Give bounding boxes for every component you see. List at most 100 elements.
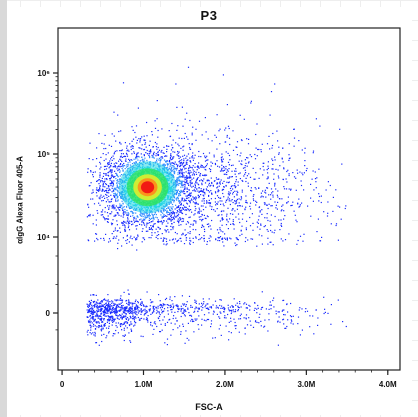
data-point — [163, 304, 165, 306]
data-point — [144, 218, 146, 220]
data-point — [198, 308, 200, 310]
data-point — [93, 300, 96, 302]
data-point — [249, 309, 251, 311]
data-point — [230, 320, 232, 322]
data-point — [119, 314, 122, 317]
data-point — [165, 297, 168, 299]
data-point — [206, 215, 208, 217]
data-point — [261, 143, 263, 145]
data-point — [157, 129, 159, 132]
data-point — [266, 187, 269, 189]
data-point — [278, 219, 280, 221]
data-point — [95, 321, 98, 323]
data-point — [184, 184, 186, 186]
data-point — [226, 237, 228, 239]
data-point — [278, 177, 280, 179]
data-point — [186, 188, 188, 190]
data-point — [309, 326, 311, 328]
data-point — [111, 181, 114, 183]
data-point — [124, 229, 126, 231]
data-point — [106, 187, 108, 189]
data-point — [238, 202, 240, 204]
data-point — [276, 208, 278, 210]
data-point — [131, 153, 133, 155]
data-point — [180, 309, 182, 311]
data-point — [189, 314, 191, 317]
data-point — [225, 168, 227, 170]
data-point — [144, 143, 146, 145]
data-point — [148, 310, 151, 312]
data-point — [236, 208, 238, 210]
data-point — [113, 215, 115, 217]
data-point — [176, 304, 178, 306]
data-point — [113, 206, 115, 208]
data-point — [114, 175, 116, 178]
data-point — [258, 148, 260, 151]
data-point — [204, 306, 206, 308]
data-point — [179, 193, 181, 195]
data-point — [170, 162, 172, 164]
data-point — [153, 305, 155, 307]
data-point — [238, 307, 240, 309]
data-point — [109, 178, 111, 180]
data-point — [329, 184, 331, 187]
data-point — [143, 212, 145, 214]
data-point — [142, 219, 144, 221]
data-point — [226, 238, 228, 240]
data-point — [190, 198, 193, 200]
data-point — [130, 330, 133, 332]
data-point — [107, 294, 109, 296]
data-point — [115, 140, 117, 142]
data-point — [134, 300, 136, 303]
data-point — [241, 205, 243, 207]
data-point — [248, 161, 250, 163]
data-point — [216, 203, 218, 205]
data-point — [94, 335, 96, 337]
data-point — [258, 234, 260, 236]
data-point — [174, 163, 176, 165]
data-point — [148, 228, 150, 230]
data-point — [198, 162, 200, 164]
data-point — [147, 222, 149, 224]
data-point — [173, 168, 175, 170]
data-point — [169, 208, 171, 210]
data-point — [293, 176, 296, 178]
data-point — [159, 221, 161, 223]
data-point — [251, 238, 254, 240]
data-point — [198, 150, 200, 153]
data-point — [118, 194, 121, 196]
data-point — [154, 321, 156, 323]
data-point — [122, 166, 124, 168]
data-point — [231, 305, 233, 307]
data-point — [173, 212, 175, 214]
data-point — [125, 310, 127, 312]
data-point — [117, 181, 119, 183]
data-point — [214, 162, 216, 165]
data-point — [227, 304, 229, 306]
data-point — [246, 324, 249, 326]
data-point — [187, 222, 190, 224]
data-point — [156, 217, 158, 219]
data-point — [198, 328, 200, 330]
data-point — [126, 299, 128, 302]
data-point — [207, 138, 209, 140]
data-point — [201, 213, 203, 216]
data-point — [98, 325, 100, 327]
data-point — [115, 311, 117, 314]
data-point — [105, 183, 107, 185]
data-point — [275, 207, 277, 209]
data-point — [201, 184, 203, 186]
data-point — [135, 212, 137, 214]
data-point — [98, 179, 100, 181]
data-point — [175, 304, 177, 307]
data-point — [240, 306, 242, 308]
data-point — [139, 223, 141, 225]
data-point — [208, 226, 210, 228]
data-point — [163, 308, 166, 310]
data-point — [273, 306, 275, 308]
data-point — [125, 160, 127, 162]
x-tick-label: 0 — [60, 380, 65, 389]
data-point — [226, 173, 228, 176]
data-point — [235, 186, 237, 188]
data-point — [192, 223, 194, 225]
